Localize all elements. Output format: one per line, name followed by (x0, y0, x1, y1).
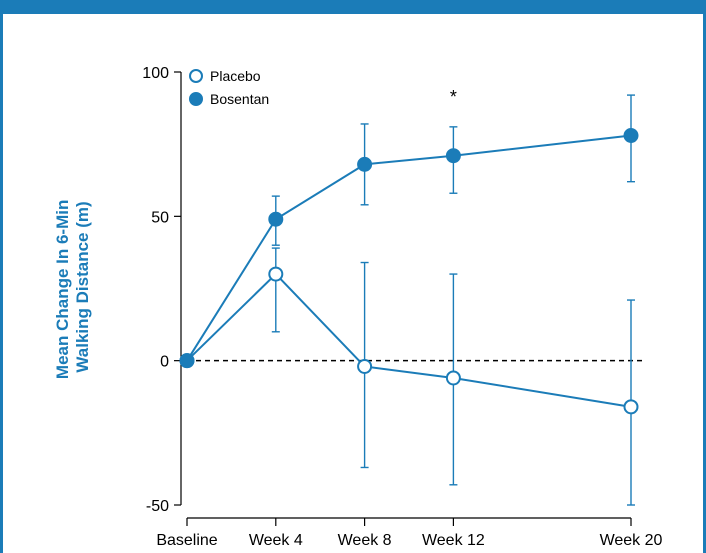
series-layer (179, 94, 639, 506)
x-tick-label: Baseline (156, 532, 217, 549)
data-point-placebo (445, 370, 461, 386)
significance-asterisk: * (450, 87, 457, 107)
data-point-bosentan (445, 148, 461, 164)
y-tick-label: 50 (151, 209, 169, 226)
legend-bosentan-label: Bosentan (210, 91, 269, 107)
data-point-bosentan (268, 211, 284, 227)
error-bar (271, 247, 280, 333)
x-tick-label: Week 4 (249, 532, 303, 549)
x-tick-label: Week 20 (600, 532, 663, 549)
data-point-placebo (357, 358, 373, 374)
y-axis-label: Mean Change In 6-Min Walking Distance (m… (53, 195, 92, 379)
x-tick-label: Week 12 (422, 532, 485, 549)
annotations: * (450, 87, 457, 107)
series-bosentan (179, 94, 639, 369)
data-point-bosentan (623, 128, 639, 144)
y-tick-label: 0 (160, 354, 169, 371)
legend-placebo-label: Placebo (210, 68, 261, 84)
series-placebo (179, 247, 639, 506)
y-tick-label: -50 (146, 498, 169, 515)
y-axis-label-line-2: Walking Distance (m) (73, 201, 92, 372)
legend-bosentan-marker (189, 92, 203, 106)
series-line-placebo (186, 272, 632, 408)
x-tick-label: Week 8 (338, 532, 392, 549)
series-line-bosentan (186, 134, 632, 362)
data-point-placebo (268, 266, 284, 282)
y-axis-label-line-1: Mean Change In 6-Min (53, 200, 72, 379)
data-point-placebo (623, 399, 639, 415)
legend: Placebo Bosentan (189, 68, 269, 107)
data-point-bosentan (357, 156, 373, 172)
top-bar (0, 0, 706, 14)
y-tick-label: 100 (142, 65, 169, 82)
data-point-bosentan (179, 353, 195, 369)
legend-placebo-marker (189, 69, 203, 83)
axes: 100 50 0 -50 Baseline Week 4 Week 8 Week 12 Week… (142, 65, 662, 549)
